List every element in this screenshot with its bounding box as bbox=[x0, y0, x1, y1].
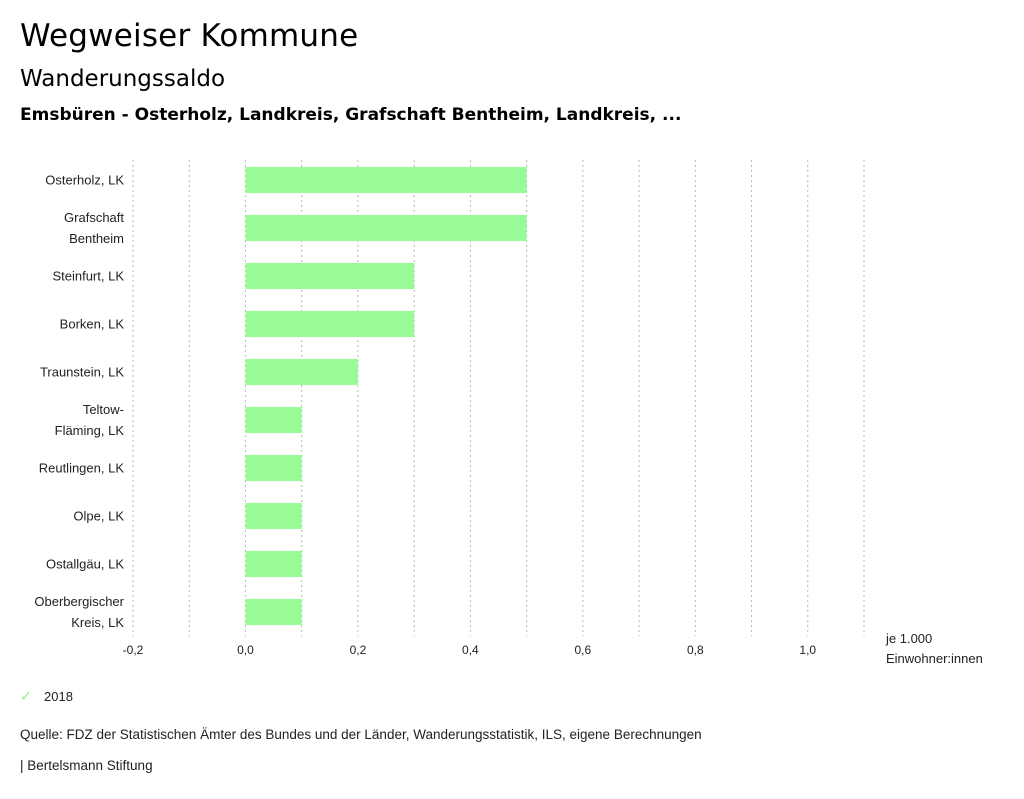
bar[interactable] bbox=[245, 215, 527, 241]
bar-chart: Osterholz, LK Grafschaft Bentheim Steinfurt… bbox=[34, 160, 983, 666]
bar[interactable] bbox=[245, 407, 302, 433]
category-label: Ostallgäu, LK bbox=[46, 557, 124, 572]
bar[interactable] bbox=[245, 263, 415, 289]
bar[interactable] bbox=[245, 503, 302, 529]
legend[interactable]: ✓ 2018 bbox=[20, 688, 73, 705]
category-label: Steinfurt, LK bbox=[52, 269, 124, 284]
bar[interactable] bbox=[245, 359, 358, 385]
page-title: Wegweiser Kommune bbox=[20, 18, 359, 54]
source-note: Quelle: FDZ der Statistischen Ämter des … bbox=[20, 727, 702, 742]
category-label: Traunstein, LK bbox=[40, 365, 124, 380]
tick-label: 0,4 bbox=[462, 643, 479, 657]
category-label: Olpe, LK bbox=[73, 509, 124, 524]
check-icon: ✓ bbox=[20, 688, 32, 704]
category-label: Osterholz, LK bbox=[45, 173, 124, 188]
category-label: Reutlingen, LK bbox=[39, 461, 125, 476]
category-label: Oberbergischer Kreis, LK bbox=[34, 594, 124, 630]
brand-note: | Bertelsmann Stiftung bbox=[20, 758, 153, 773]
page-subtitle: Wanderungssaldo bbox=[20, 66, 226, 92]
tick-label: 0,0 bbox=[237, 643, 254, 657]
unit-label-text: je 1.000 Einwohner:innen bbox=[885, 631, 983, 666]
grid-lines bbox=[132, 160, 865, 636]
tick-label: 0,6 bbox=[575, 643, 592, 657]
tick-labels: -0,2 0,0 0,2 0,4 0,6 0,8 1,0 bbox=[123, 643, 817, 657]
bar[interactable] bbox=[245, 455, 302, 481]
legend-label: 2018 bbox=[44, 689, 73, 704]
region-title: Emsbüren - Osterholz, Landkreis, Grafsch… bbox=[20, 105, 682, 125]
bar[interactable] bbox=[245, 311, 415, 337]
bar[interactable] bbox=[245, 551, 302, 577]
unit-label: je 1.000 Einwohner:innen bbox=[885, 631, 983, 666]
bar[interactable] bbox=[245, 599, 302, 625]
tick-label: 0,8 bbox=[687, 643, 704, 657]
tick-label: -0,2 bbox=[123, 643, 144, 657]
tick-label: 1,0 bbox=[799, 643, 816, 657]
category-label: Teltow-Fläming, LK bbox=[55, 402, 125, 438]
bars bbox=[245, 167, 527, 625]
category-label: Borken, LK bbox=[60, 317, 125, 332]
tick-label: 0,2 bbox=[350, 643, 367, 657]
category-label: Grafschaft Bentheim bbox=[64, 210, 124, 246]
bar[interactable] bbox=[245, 167, 527, 193]
category-labels: Osterholz, LK Grafschaft Bentheim Steinfurt… bbox=[34, 173, 124, 631]
